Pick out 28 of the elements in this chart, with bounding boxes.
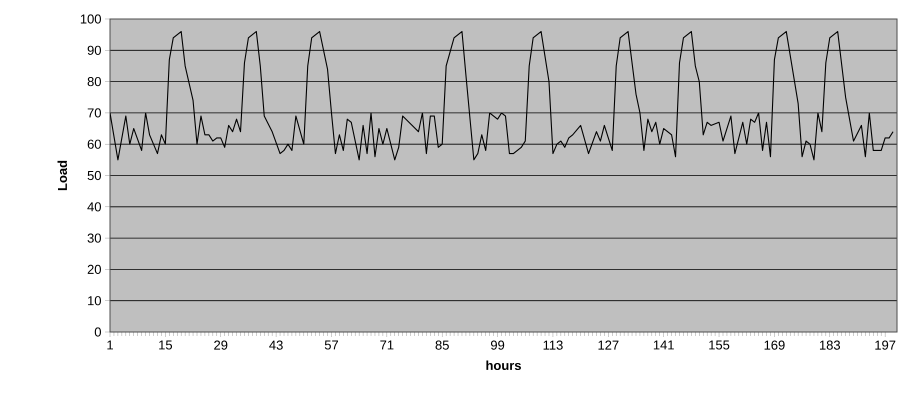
x-tick-label: 57 xyxy=(324,340,338,350)
y-axis-title: Load xyxy=(58,160,68,190)
y-tick-label: 30 xyxy=(88,234,101,243)
y-tick-label: 100 xyxy=(80,14,101,24)
x-tick-label: 183 xyxy=(820,340,840,350)
y-tick-label: 80 xyxy=(88,77,101,86)
x-tick-label: 169 xyxy=(764,340,785,350)
x-tick-label: 113 xyxy=(544,340,563,350)
x-tick-label: 99 xyxy=(490,340,504,350)
x-tick-label: 197 xyxy=(875,340,896,350)
y-tick-label: 70 xyxy=(88,108,101,118)
y-tick-label: 60 xyxy=(88,140,101,149)
x-tick-label: 71 xyxy=(380,340,394,350)
x-axis-title: hours xyxy=(486,360,521,370)
x-tick-label: 85 xyxy=(436,340,449,350)
x-tick-label: 127 xyxy=(598,340,618,350)
y-tick-label: 10 xyxy=(88,296,101,306)
y-tick-label: 0 xyxy=(94,327,101,337)
x-tick-label: 141 xyxy=(654,340,674,350)
x-tick-label: 155 xyxy=(709,340,730,350)
y-tick-label: 20 xyxy=(88,264,101,274)
y-tick-label: 50 xyxy=(88,170,101,180)
y-tick-label: 90 xyxy=(88,46,101,55)
x-tick-label: 1 xyxy=(107,340,113,350)
x-tick-label: 29 xyxy=(214,340,228,350)
x-tick-label: 43 xyxy=(269,340,283,350)
x-tick-label: 15 xyxy=(159,340,172,350)
y-tick-label: 40 xyxy=(87,202,101,212)
